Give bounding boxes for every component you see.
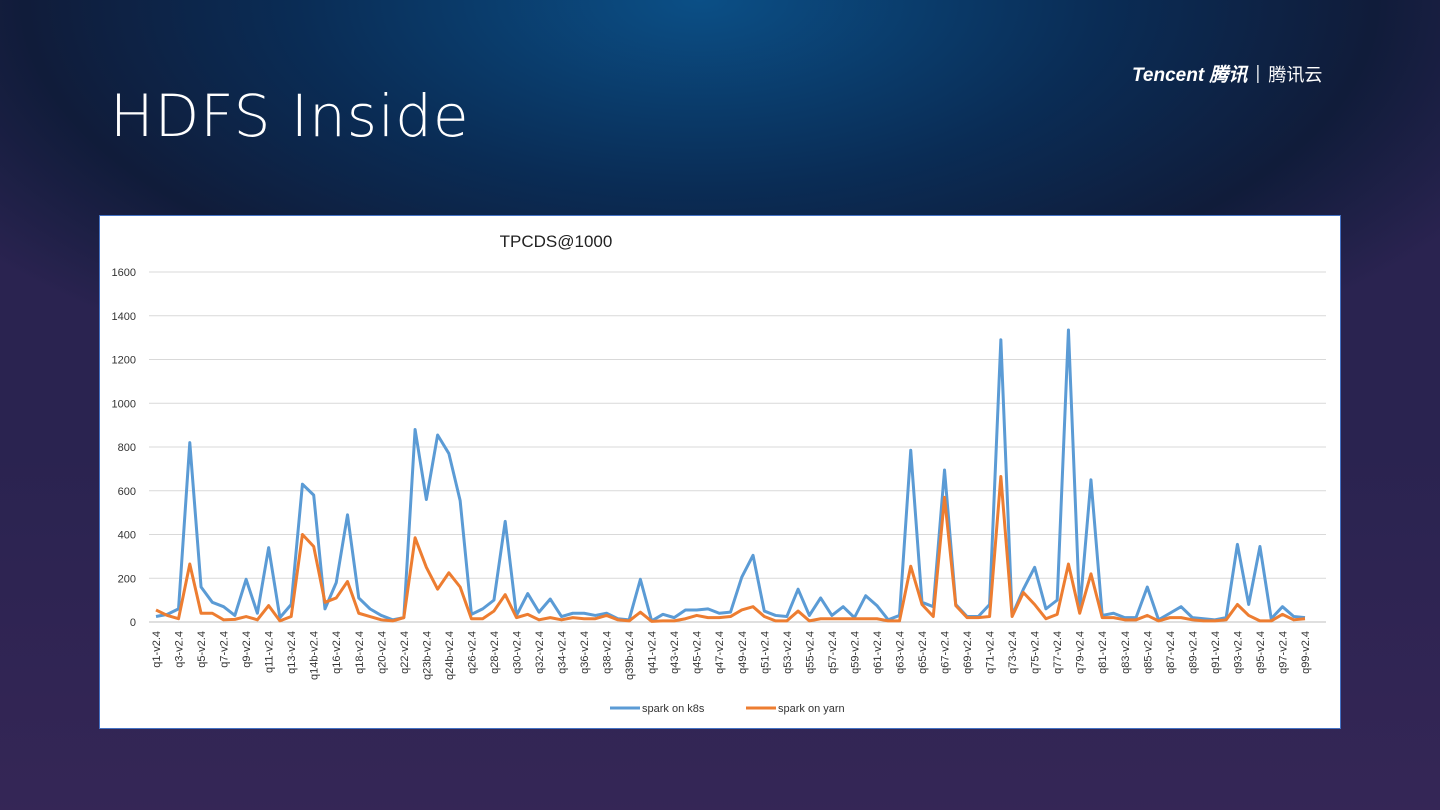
x-tick-label: q39b-v2.4: [624, 631, 636, 680]
x-tick-label: q87-v2.4: [1165, 631, 1177, 674]
x-tick-label: q71-v2.4: [985, 631, 997, 674]
chart-container: TPCDS@1000 0 200 400 600 800 1000 1200 1400 1600…: [99, 215, 1341, 729]
x-tick-label: q57-v2.4: [827, 631, 839, 674]
legend-label: spark on yarn: [778, 703, 845, 715]
x-tick-label: q95-v2.4: [1255, 631, 1267, 674]
x-tick-label: q81-v2.4: [1097, 631, 1109, 674]
x-tick-label: q16-v2.4: [331, 631, 343, 674]
x-tick-label: q41-v2.4: [647, 631, 659, 674]
x-tick-label: q69-v2.4: [962, 631, 974, 674]
x-tick-label: q97-v2.4: [1277, 631, 1289, 674]
x-tick-label: q13-v2.4: [286, 631, 298, 674]
x-tick-label: q18-v2.4: [354, 631, 366, 674]
x-tick-label: q38-v2.4: [602, 631, 614, 674]
x-tick-label: q51-v2.4: [759, 631, 771, 674]
x-tick-label: q77-v2.4: [1052, 631, 1064, 674]
x-tick-label: q9-v2.4: [241, 631, 253, 668]
x-tick-label: q75-v2.4: [1030, 631, 1042, 674]
x-tick-label: q53-v2.4: [782, 631, 794, 674]
x-tick-label: q91-v2.4: [1210, 631, 1222, 674]
x-tick-label: q63-v2.4: [894, 631, 906, 674]
y-tick-label: 1400: [112, 311, 136, 323]
x-tick-label: q5-v2.4: [196, 631, 208, 668]
tencent-cloud-logo: 腾讯云: [1268, 64, 1323, 85]
x-tick-label: q43-v2.4: [669, 631, 681, 674]
x-tick-label: q89-v2.4: [1187, 631, 1199, 674]
x-tick-label: q59-v2.4: [849, 631, 861, 674]
x-tick-label: q99-v2.4: [1300, 631, 1312, 674]
x-tick-label: q85-v2.4: [1142, 631, 1154, 674]
x-tick-label: q45-v2.4: [692, 631, 704, 674]
x-tick-label: q7-v2.4: [219, 631, 231, 668]
x-tick-label: q79-v2.4: [1075, 631, 1087, 674]
x-tick-label: q20-v2.4: [376, 631, 388, 674]
x-tick-label: q14b-v2.4: [309, 631, 321, 680]
x-tick-label: q34-v2.4: [557, 631, 569, 674]
legend-label: spark on k8s: [642, 703, 705, 715]
x-tick-label: q28-v2.4: [489, 631, 501, 674]
y-tick-label: 1000: [112, 398, 136, 410]
x-tick-label: q73-v2.4: [1007, 631, 1019, 674]
y-tick-label: 1200: [112, 355, 136, 367]
y-tick-label: 800: [118, 442, 136, 454]
x-tick-label: q47-v2.4: [714, 631, 726, 674]
x-tick-label: q55-v2.4: [804, 631, 816, 674]
x-tick-label: q24b-v2.4: [444, 631, 456, 680]
x-tick-label: q23b-v2.4: [421, 631, 433, 680]
x-tick-label: q1-v2.4: [151, 631, 163, 668]
x-tick-label: q49-v2.4: [737, 631, 749, 674]
x-tick-label: q22-v2.4: [399, 631, 411, 674]
x-tick-label: q65-v2.4: [917, 631, 929, 674]
tencent-logo: Tencent 腾讯 | 腾讯云: [1132, 60, 1322, 87]
line-chart: TPCDS@1000 0 200 400 600 800 1000 1200 1400 1600…: [112, 232, 1326, 715]
x-tick-label: q3-v2.4: [174, 631, 186, 668]
x-tick-label: q67-v2.4: [940, 631, 952, 674]
logo-divider: |: [1255, 62, 1261, 84]
x-tick-label: q61-v2.4: [872, 631, 884, 674]
logo-brand: Tencent 腾讯: [1132, 65, 1248, 86]
y-tick-label: 600: [118, 486, 136, 498]
x-tick-label: q30-v2.4: [511, 631, 523, 674]
y-tick-label: 1600: [112, 267, 136, 279]
x-tick-label: q26-v2.4: [466, 631, 478, 674]
x-tick-label: q32-v2.4: [534, 631, 546, 674]
y-tick-label: 0: [130, 617, 136, 629]
y-tick-label: 400: [118, 530, 136, 542]
x-tick-label: q93-v2.4: [1232, 631, 1244, 674]
slide-title: HDFS Inside: [110, 82, 470, 150]
y-tick-label: 200: [118, 573, 136, 585]
chart-title: TPCDS@1000: [500, 232, 613, 251]
x-tick-label: q36-v2.4: [579, 631, 591, 674]
series-line-spark-on-k8s: [155, 328, 1306, 623]
x-tick-label: q83-v2.4: [1120, 631, 1132, 674]
series-line-spark-on-yarn: [155, 475, 1306, 623]
x-tick-label: q11-v2.4: [264, 631, 276, 673]
